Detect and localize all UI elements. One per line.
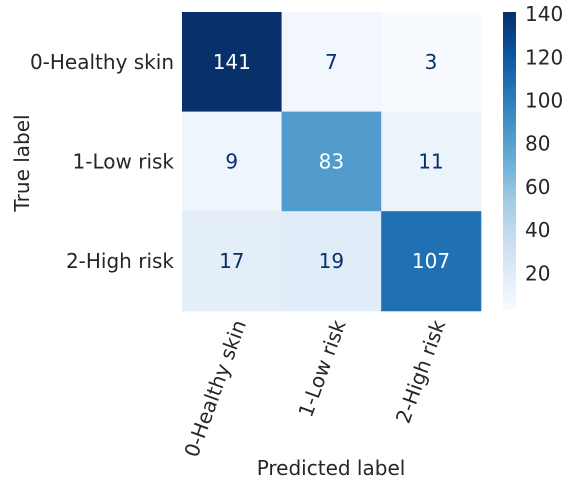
y-tick-label: 0-Healthy skin <box>30 50 174 74</box>
x-tick-labels: 0-Healthy skin 1-Low risk 2-High risk <box>179 316 450 460</box>
colorbar-tick-label: 40 <box>525 218 550 242</box>
y-axis-label: True label <box>10 114 34 212</box>
y-tick-label: 1-Low risk <box>73 149 175 173</box>
x-tick-label: 1-Low risk <box>293 316 350 420</box>
cell-value-2-2: 107 <box>412 249 450 273</box>
cell-value-2-1: 19 <box>319 249 344 273</box>
cell-value-1-2: 11 <box>418 149 443 173</box>
cell-0-0 <box>182 12 283 113</box>
cell-value-1-0: 9 <box>225 149 238 173</box>
cell-0-1 <box>281 12 382 113</box>
x-tick-label: 2-High risk <box>391 316 451 426</box>
colorbar-gradient <box>503 12 516 310</box>
cell-value-0-1: 7 <box>325 50 338 74</box>
colorbar-tick-label: 140 <box>525 2 563 26</box>
cell-2-0 <box>182 211 283 312</box>
cell-value-1-1: 83 <box>319 149 344 173</box>
x-axis-label: Predicted label <box>257 456 406 480</box>
y-tick-labels: 0-Healthy skin 1-Low risk 2-High risk <box>30 50 174 273</box>
colorbar-tick-labels: 20 40 60 80 100 120 140 <box>525 2 563 285</box>
colorbar-tick-label: 80 <box>525 132 550 156</box>
colorbar: 20 40 60 80 100 120 140 <box>503 2 563 310</box>
cell-2-1 <box>281 211 382 312</box>
y-tick-label: 2-High risk <box>66 249 174 273</box>
cell-value-0-2: 3 <box>425 50 438 74</box>
cell-value-0-0: 141 <box>213 50 251 74</box>
x-tick-label: 0-Healthy skin <box>179 317 251 461</box>
colorbar-tick-label: 60 <box>525 175 550 199</box>
colorbar-tick-label: 120 <box>525 45 563 69</box>
cell-value-2-0: 17 <box>219 249 244 273</box>
colorbar-tick-label: 100 <box>525 89 563 113</box>
cell-1-0 <box>182 111 283 212</box>
cell-0-2 <box>381 12 482 113</box>
cell-2-2 <box>381 211 482 312</box>
cell-1-2 <box>381 111 482 212</box>
cell-1-1 <box>281 111 382 212</box>
matrix-area: 141 7 3 9 83 11 17 19 107 <box>182 12 482 312</box>
colorbar-tick-label: 20 <box>525 261 550 285</box>
